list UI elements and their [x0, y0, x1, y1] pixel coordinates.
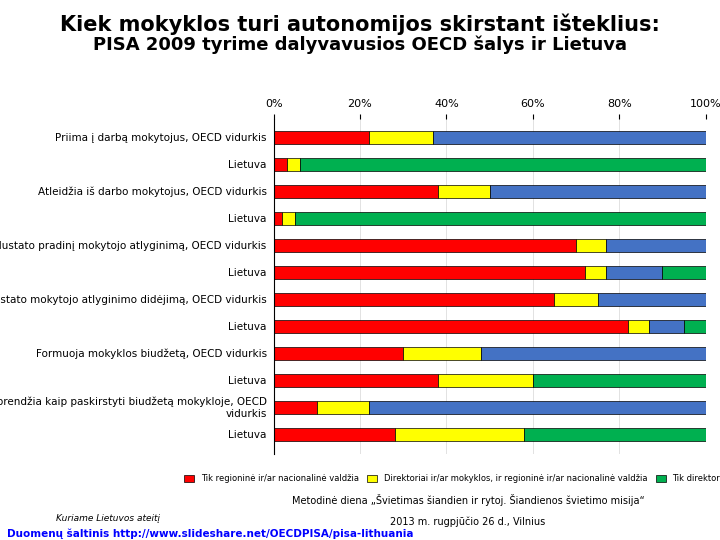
Text: Nustato pradinį mokytojo atlyginimą, OECD vidurkis: Nustato pradinį mokytojo atlyginimą, OEC…: [0, 241, 266, 251]
Text: Duomenų šaltinis http://www.slideshare.net/OECDPISA/pisa-lithuania: Duomenų šaltinis http://www.slideshare.n…: [7, 529, 414, 539]
Text: Nustato mokytojo atlyginimo didėjimą, OECD vidurkis: Nustato mokytojo atlyginimo didėjimą, OE…: [0, 295, 266, 305]
Bar: [438, 374, 533, 388]
Text: Formuoja mokyklos biudžetą, OECD vidurkis: Formuoja mokyklos biudžetą, OECD vidurki…: [35, 348, 266, 359]
Bar: [369, 401, 706, 415]
Bar: [628, 320, 649, 333]
Bar: [606, 266, 662, 280]
Text: Atleidžia iš darbo mokytojus, OECD vidurkis: Atleidžia iš darbo mokytojus, OECD vidur…: [37, 186, 266, 197]
Bar: [598, 293, 706, 306]
Text: Kuriame Lietuvos ateitį: Kuriame Lietuvos ateitį: [56, 514, 160, 523]
Bar: [274, 131, 369, 144]
Bar: [274, 401, 317, 415]
Bar: [533, 374, 706, 388]
Text: Lietuva: Lietuva: [228, 322, 266, 332]
Bar: [490, 185, 706, 198]
Text: Lietuva: Lietuva: [228, 430, 266, 440]
Text: Kiek mokyklos turi autonomijos skirstant išteklius:: Kiek mokyklos turi autonomijos skirstant…: [60, 14, 660, 35]
Bar: [282, 212, 295, 226]
Text: Lietuva: Lietuva: [228, 214, 266, 224]
Bar: [317, 401, 369, 415]
Bar: [576, 239, 606, 252]
Bar: [433, 131, 706, 144]
Bar: [684, 320, 706, 333]
Text: Lietuva: Lietuva: [228, 160, 266, 170]
Bar: [403, 347, 481, 361]
Bar: [274, 158, 287, 172]
Bar: [395, 428, 524, 442]
Bar: [274, 374, 438, 388]
Bar: [300, 158, 706, 172]
Text: Lietuva: Lietuva: [228, 268, 266, 278]
Bar: [295, 212, 706, 226]
Bar: [481, 347, 706, 361]
Bar: [274, 293, 554, 306]
Text: Sprendžia kaip paskirstyti biudžetą mokykloje, OECD
vidurkis: Sprendžia kaip paskirstyti biudžetą moky…: [0, 397, 266, 418]
Bar: [274, 185, 438, 198]
Bar: [274, 320, 628, 333]
Bar: [274, 428, 395, 442]
Bar: [649, 320, 684, 333]
Bar: [274, 212, 282, 226]
Text: Metodinė diena „Švietimas šiandien ir rytoj. Šiandienos švietimo misija“: Metodinė diena „Švietimas šiandien ir ry…: [292, 494, 644, 505]
Bar: [662, 266, 706, 280]
Bar: [274, 266, 585, 280]
Bar: [606, 239, 706, 252]
Text: 2013 m. rugpjūčio 26 d., Vilnius: 2013 m. rugpjūčio 26 d., Vilnius: [390, 516, 546, 526]
Bar: [524, 428, 706, 442]
Text: PISA 2009 tyrime dalyvavusios OECD šalys ir Lietuva: PISA 2009 tyrime dalyvavusios OECD šalys…: [93, 35, 627, 53]
Bar: [438, 185, 490, 198]
Text: Lietuva: Lietuva: [228, 376, 266, 386]
Bar: [287, 158, 300, 172]
Bar: [369, 131, 433, 144]
Legend: Tik regioninė ir/ar nacionalinė valdžia, Direktoriai ir/ar mokyklos, ir regionin: Tik regioninė ir/ar nacionalinė valdžia,…: [181, 471, 720, 487]
Bar: [274, 347, 403, 361]
Bar: [554, 293, 598, 306]
Text: Priima į darbą mokytojus, OECD vidurkis: Priima į darbą mokytojus, OECD vidurkis: [55, 133, 266, 143]
Bar: [585, 266, 606, 280]
Bar: [274, 239, 576, 252]
